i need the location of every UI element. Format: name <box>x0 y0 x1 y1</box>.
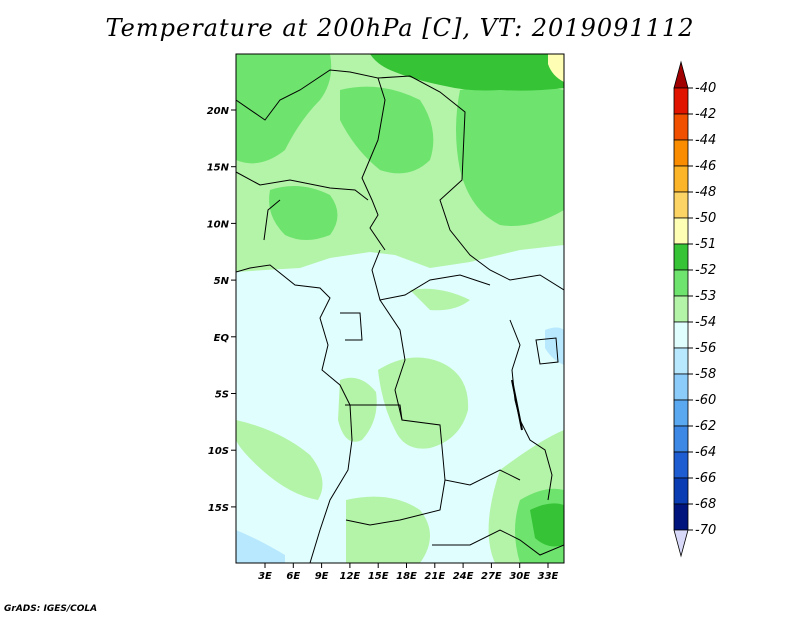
lat-tick-label: 5S <box>215 390 229 401</box>
colorbar-swatch <box>673 217 689 245</box>
coastline-west <box>236 264 353 563</box>
colorbar-swatch <box>673 477 689 505</box>
colorbar-label: -70 <box>695 523 716 538</box>
lat-tick-label: EQ <box>214 333 230 344</box>
colorbar-label: -52 <box>695 263 716 278</box>
longitude-axis: 3E 6E 9E 12E 15E 18E 21E 24E 27E 30E 33E <box>258 563 559 582</box>
border-far-south <box>432 529 564 556</box>
colorbar-swatch <box>673 113 689 141</box>
country-borders <box>236 69 564 563</box>
colorbar-swatch <box>673 321 689 349</box>
border-drc <box>379 299 521 486</box>
colorbar-swatch <box>673 87 689 115</box>
colorbar-label: -53 <box>695 289 716 304</box>
colorbar-swatch <box>673 451 689 479</box>
lon-tick-label: 30E <box>509 571 530 582</box>
field-mid-green-nw <box>236 54 332 164</box>
field-blue-e <box>545 327 564 365</box>
lon-tick-label: 33E <box>538 571 559 582</box>
colorbar-swatch <box>673 399 689 427</box>
field-dark-green-se <box>530 503 564 547</box>
colorbar-label: -62 <box>695 419 716 434</box>
map-title: Temperature at 200hPa [C], VT: 201909111… <box>105 14 695 42</box>
field-mid-green-n <box>340 86 434 174</box>
border-w-africa <box>263 199 281 241</box>
latitude-axis: 20N 15N 10N 5N EQ 5S 10S 15S <box>207 106 236 514</box>
colorbar-swatch <box>673 295 689 323</box>
lon-tick-label: 9E <box>315 571 329 582</box>
colorbar-swatch <box>673 60 689 89</box>
colorbar-label: -54 <box>695 315 716 330</box>
lake-tanganyika <box>511 379 523 431</box>
lat-tick-label: 10S <box>208 446 229 457</box>
border-north <box>236 69 386 251</box>
colorbar-label: -40 <box>695 81 716 96</box>
colorbar-swatch <box>673 165 689 193</box>
colorbar-label: -64 <box>695 445 716 460</box>
border-angola <box>345 404 403 421</box>
field-mid-green-west <box>269 186 338 240</box>
lat-tick-label: 20N <box>207 106 230 117</box>
field-blue-sw <box>236 530 285 563</box>
colorbar-swatch <box>673 503 689 531</box>
field-pale-green-angola <box>236 420 323 500</box>
border-south <box>345 479 446 526</box>
colorbar-swatch <box>673 425 689 453</box>
colorbar-label: -60 <box>695 393 716 408</box>
colorbar-swatch <box>673 347 689 375</box>
colorbar-label: -66 <box>695 471 716 486</box>
border-central-north <box>377 75 564 291</box>
lon-tick-label: 3E <box>258 571 272 582</box>
border-sahel <box>236 171 369 201</box>
colorbar-swatch <box>673 529 689 558</box>
border-gabon <box>340 312 363 341</box>
field-pale-green-west <box>338 377 377 442</box>
lat-tick-label: 15S <box>208 503 229 514</box>
lon-tick-label: 12E <box>340 571 361 582</box>
lon-tick-label: 27E <box>481 571 502 582</box>
lon-tick-label: 18E <box>396 571 417 582</box>
colorbar-label: -46 <box>695 159 716 174</box>
lon-tick-label: 6E <box>286 571 300 582</box>
colorbar-label: -48 <box>695 185 716 200</box>
field-dark-green-top <box>370 54 564 91</box>
colorbar-label: -56 <box>695 341 716 356</box>
plot-frame <box>235 53 565 564</box>
field-mid-green-ne <box>456 85 564 226</box>
colorbar-swatch <box>673 373 689 401</box>
colorbar-swatch <box>673 191 689 219</box>
lat-tick-label: 5N <box>214 276 230 287</box>
colorbar-label: -51 <box>695 237 716 252</box>
grads-credit: GrADS: IGES/COLA <box>4 604 98 614</box>
colorbar: -40 -42 -44 -46 -48 -50 -51 -52 -53 -54 -56 -58 -60 -… <box>673 60 716 558</box>
field-pale-green-blob <box>410 288 470 311</box>
colorbar-label: -68 <box>695 497 716 512</box>
colorbar-swatch <box>673 269 689 297</box>
lake-victoria <box>535 337 559 365</box>
field-yellow-ne <box>548 54 564 82</box>
field-pale-green-central <box>378 357 469 449</box>
lon-tick-label: 21E <box>424 571 445 582</box>
lat-tick-label: 15N <box>207 163 230 174</box>
border-car <box>371 249 491 301</box>
colorbar-label: -44 <box>695 133 716 148</box>
colorbar-label: -58 <box>695 367 716 382</box>
colorbar-swatch <box>673 243 689 271</box>
colorbar-label: -42 <box>695 107 716 122</box>
colorbar-swatch <box>673 139 689 167</box>
temperature-field <box>236 54 564 563</box>
colorbar-label: -50 <box>695 211 716 226</box>
lat-tick-label: 10N <box>207 219 230 230</box>
lon-tick-label: 15E <box>368 571 389 582</box>
lon-tick-label: 24E <box>453 571 474 582</box>
field-pale-green-south <box>346 496 430 563</box>
